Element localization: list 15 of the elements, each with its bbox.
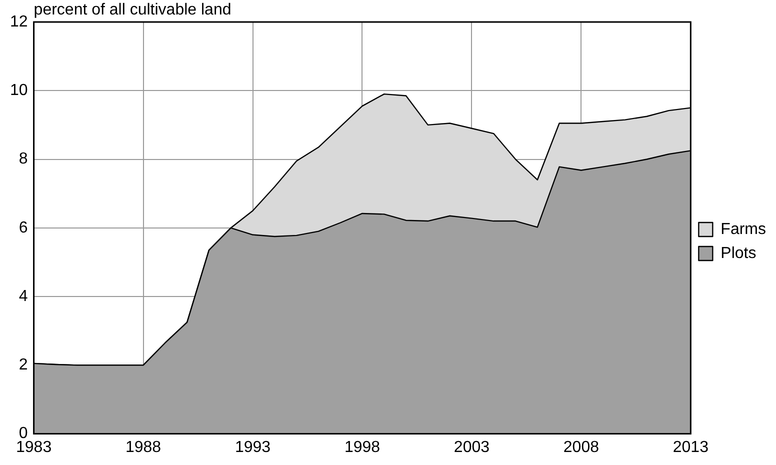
x-tick-label: 1998 [344, 438, 380, 456]
x-tick-label: 1993 [234, 438, 271, 456]
y-tick-label: 12 [10, 13, 28, 30]
y-tick-label: 6 [18, 219, 28, 236]
x-tick-label: 2003 [454, 438, 490, 456]
y-axis-title: percent of all cultivable land [34, 1, 232, 18]
y-tick-label: 2 [18, 356, 28, 374]
y-tick-label: 8 [18, 150, 28, 168]
x-tick-label: 2008 [563, 438, 600, 456]
legend-label: Farms [720, 220, 766, 238]
y-tick-label: 4 [18, 288, 28, 305]
x-tick-label: 1988 [125, 438, 162, 456]
y-tick-label: 10 [10, 82, 28, 100]
legend-label: Plots [720, 244, 756, 262]
x-tick-label: 2013 [672, 438, 709, 456]
